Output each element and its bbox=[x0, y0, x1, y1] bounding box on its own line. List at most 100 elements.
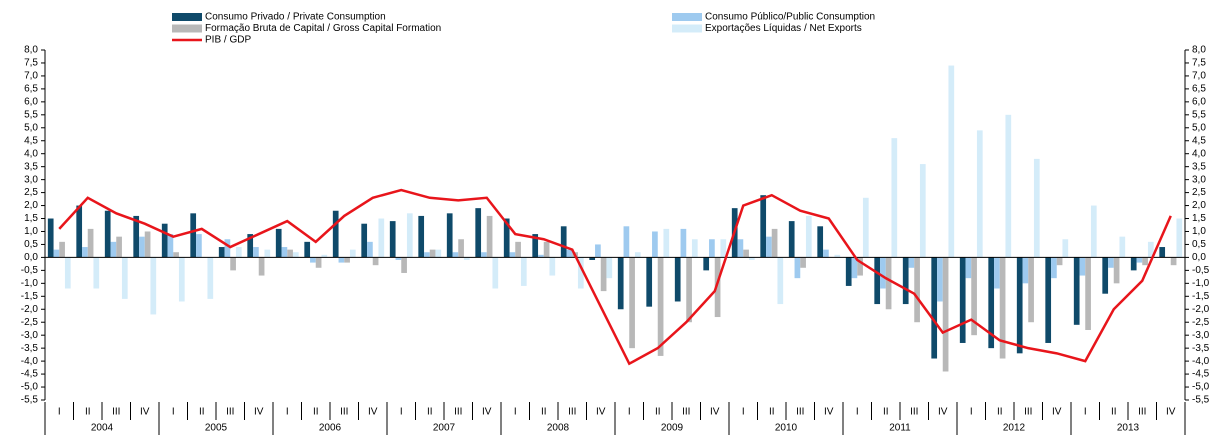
bar bbox=[805, 215, 812, 258]
bar bbox=[532, 234, 539, 258]
y2-tick-label: 5,5 bbox=[1192, 109, 1206, 120]
bar bbox=[817, 226, 824, 258]
bar bbox=[116, 236, 122, 258]
bar bbox=[378, 218, 385, 258]
year-label: 2008 bbox=[547, 423, 570, 434]
bar bbox=[880, 257, 886, 289]
legend-label: Consumo Privado / Private Consumption bbox=[205, 12, 386, 23]
bar bbox=[1102, 257, 1109, 294]
y-tick-label: -3,0 bbox=[21, 330, 39, 341]
y2-tick-label: 3,5 bbox=[1192, 161, 1206, 172]
bar bbox=[800, 257, 806, 268]
x-tick-label: III bbox=[226, 407, 234, 418]
bar bbox=[486, 215, 493, 258]
x-tick-label: III bbox=[796, 407, 804, 418]
bar bbox=[1136, 257, 1143, 263]
bar bbox=[577, 257, 584, 289]
y-tick-label: 4,0 bbox=[24, 148, 38, 159]
bar bbox=[1113, 257, 1120, 284]
y-tick-label: -3,5 bbox=[21, 343, 39, 354]
y2-tick-label: 3,0 bbox=[1192, 174, 1206, 185]
x-tick-label: IV bbox=[482, 407, 492, 418]
bar bbox=[1051, 257, 1057, 279]
x-tick-label: II bbox=[313, 407, 319, 418]
bar bbox=[104, 210, 111, 258]
bar bbox=[788, 221, 795, 258]
y2-tick-label: -3,5 bbox=[1192, 343, 1210, 354]
y2-tick-label: 0,0 bbox=[1192, 252, 1206, 263]
bar bbox=[481, 252, 487, 258]
bar bbox=[1016, 257, 1023, 354]
bar bbox=[389, 221, 396, 258]
y2-tick-label: 7,0 bbox=[1192, 71, 1206, 82]
bar bbox=[766, 236, 772, 258]
bar bbox=[372, 257, 379, 266]
x-tick-label: III bbox=[1138, 407, 1146, 418]
y2-tick-label: -2,5 bbox=[1192, 317, 1210, 328]
y2-tick-label: 2,5 bbox=[1192, 187, 1206, 198]
x-tick-label: IV bbox=[368, 407, 378, 418]
bar bbox=[1045, 257, 1052, 343]
bar bbox=[190, 213, 197, 258]
bar bbox=[424, 252, 430, 258]
y2-tick-label: -3,0 bbox=[1192, 330, 1210, 341]
bar bbox=[53, 249, 60, 258]
legend-marker bbox=[172, 24, 202, 33]
bar bbox=[110, 241, 117, 258]
bar bbox=[64, 257, 71, 289]
bar bbox=[235, 247, 242, 258]
bar bbox=[686, 257, 692, 323]
y-tick-label: 0,0 bbox=[24, 252, 38, 263]
bar bbox=[1090, 205, 1097, 258]
y-tick-label: 6,5 bbox=[24, 84, 38, 95]
y-tick-label: 1,0 bbox=[24, 226, 38, 237]
x-tick-label: I bbox=[172, 407, 175, 418]
bar bbox=[720, 239, 727, 258]
x-tick-label: II bbox=[769, 407, 775, 418]
bar bbox=[538, 254, 544, 258]
x-tick-label: IV bbox=[1052, 407, 1062, 418]
year-label: 2005 bbox=[205, 423, 228, 434]
bar bbox=[709, 239, 715, 258]
y-tick-label: 1,5 bbox=[24, 213, 38, 224]
bar bbox=[1130, 257, 1137, 271]
y2-tick-label: -5,5 bbox=[1192, 395, 1210, 406]
bar bbox=[76, 205, 83, 258]
bar bbox=[82, 247, 88, 258]
bar bbox=[737, 239, 744, 258]
bar bbox=[224, 239, 231, 258]
x-tick-label: III bbox=[910, 407, 918, 418]
bar bbox=[349, 249, 356, 258]
x-tick-label: I bbox=[1084, 407, 1087, 418]
bar bbox=[475, 208, 482, 258]
bar bbox=[760, 195, 767, 258]
bar bbox=[777, 257, 784, 305]
bar bbox=[623, 226, 630, 258]
bar bbox=[230, 257, 236, 271]
bar bbox=[902, 257, 909, 305]
y-tick-label: 4,5 bbox=[24, 135, 38, 146]
y2-tick-label: 2,0 bbox=[1192, 200, 1206, 211]
bar bbox=[691, 239, 698, 258]
bar bbox=[59, 241, 65, 258]
legend-label: PIB / GDP bbox=[205, 35, 251, 46]
bar bbox=[634, 252, 641, 258]
x-tick-label: I bbox=[58, 407, 61, 418]
bar bbox=[703, 257, 710, 271]
bar bbox=[287, 249, 293, 258]
bar bbox=[121, 257, 128, 299]
y2-tick-label: -2,0 bbox=[1192, 304, 1210, 315]
y-tick-label: -2,0 bbox=[21, 304, 39, 315]
bar bbox=[509, 252, 516, 258]
bar bbox=[1073, 257, 1080, 325]
bar bbox=[247, 234, 254, 258]
x-tick-label: I bbox=[286, 407, 289, 418]
legend-label: Formação Bruta de Capital / Gross Capita… bbox=[205, 23, 441, 34]
y-tick-label: 5,5 bbox=[24, 109, 38, 120]
bar bbox=[851, 257, 858, 279]
y-tick-label: 5,0 bbox=[24, 122, 38, 133]
bar bbox=[344, 257, 350, 263]
y-tick-label: 3,0 bbox=[24, 174, 38, 185]
bar bbox=[942, 257, 949, 372]
bar bbox=[520, 257, 527, 286]
